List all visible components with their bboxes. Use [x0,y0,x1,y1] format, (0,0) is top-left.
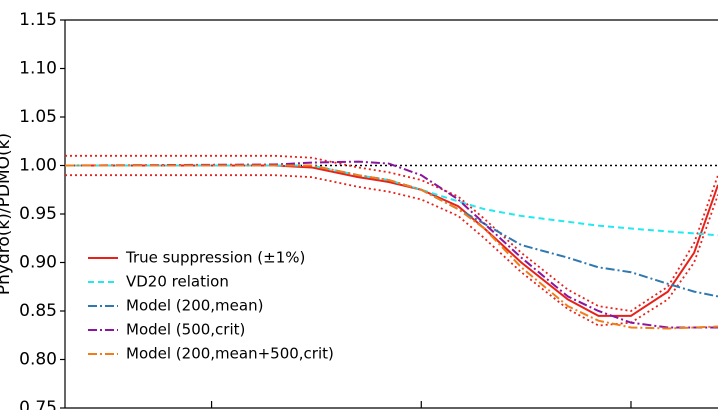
y-tick-label: 0.85 [19,301,57,321]
y-tick-label: 1.05 [19,107,57,127]
band-upper [65,154,718,312]
legend-label: VD20 relation [126,273,229,291]
legend: True suppression (±1%) VD20 relation Model… [88,249,334,363]
legend-label: Model (200,mean+500,crit) [126,345,334,363]
y-tick-label: 0.80 [19,350,57,370]
series-line [65,160,718,329]
y-tick-label: 1.15 [19,10,57,30]
y-tick-label: 0.90 [19,253,57,273]
y-tick-label: 1.00 [19,156,57,176]
y-tick-label: 0.95 [19,204,57,224]
series-line [65,164,718,330]
legend-label: Model (200,mean) [126,297,263,315]
legend-label: True suppression (±1%) [125,249,305,267]
y-axis-label: Phydro(k)/PDMO(k) [0,133,14,295]
series-line [65,164,718,317]
y-tick-label: 0.75 [19,398,57,410]
series-line [65,164,718,237]
legend-label: Model (500,crit) [126,321,245,339]
y-tick-label: 1.10 [19,59,57,79]
